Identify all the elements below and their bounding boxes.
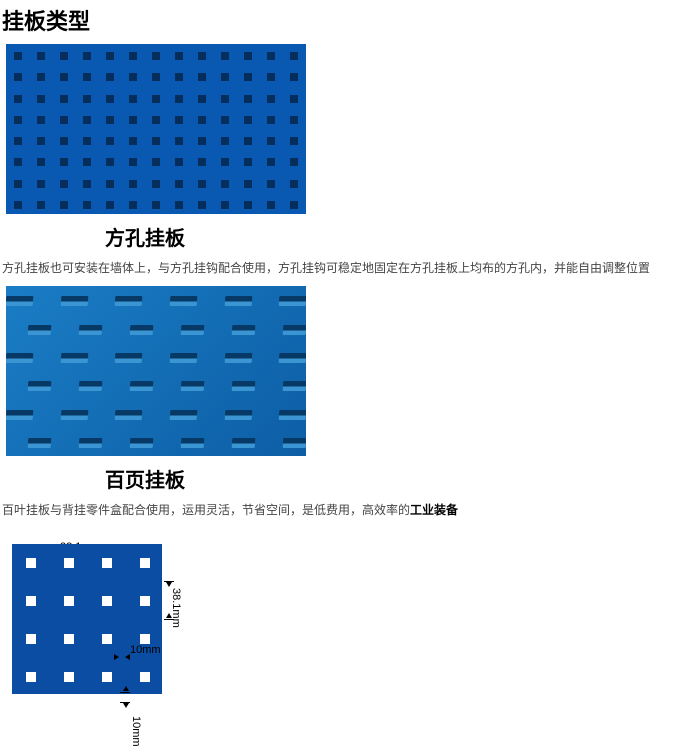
dim-arrow [166,582,172,587]
square-board-description: 方孔挂板也可安装在墙体上，与方孔挂钩配合使用，方孔挂钩可稳定地固定在方孔挂板上均… [0,257,681,286]
dim-label-hhole: 10mm [130,644,161,656]
dim-tick [120,692,130,693]
dim-tick [164,619,174,620]
louvered-board-subtitle: 百页挂板 [0,456,681,499]
dim-arrow [114,654,119,660]
square-hole-board-image [6,44,306,214]
louvered-board-description: 百叶挂板与背挂零件盒配合使用，运用灵活，节省空间，是低费用，高效率的工业装备 [0,499,681,528]
dimension-diagram: 38.1mm 38.1mm 10mm 10mm [12,544,212,694]
louvered-board-image [6,286,306,456]
page-title: 挂板类型 [0,0,681,44]
dim-arrow [125,654,130,660]
dim-arrow [123,686,129,691]
square-board-subtitle: 方孔挂板 [0,214,681,257]
dim-arrow [123,703,129,708]
louvered-desc-text: 百叶挂板与背挂零件盒配合使用，运用灵活，节省空间，是低费用，高效率的 [2,503,410,517]
dim-label-vpitch: 38.1mm [170,588,182,628]
dimension-board [12,544,162,694]
louvered-desc-bold: 工业装备 [410,503,458,517]
dim-label-vhole: 10mm [130,716,142,747]
dim-arrow [166,613,172,618]
